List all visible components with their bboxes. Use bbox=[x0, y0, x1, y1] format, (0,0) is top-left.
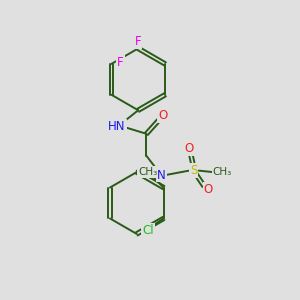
Text: O: O bbox=[204, 183, 213, 196]
Text: CH₃: CH₃ bbox=[138, 167, 158, 177]
Text: F: F bbox=[135, 35, 142, 48]
Text: HN: HN bbox=[108, 120, 126, 133]
Text: F: F bbox=[117, 56, 124, 69]
Text: O: O bbox=[158, 109, 167, 122]
Text: S: S bbox=[190, 164, 197, 177]
Text: N: N bbox=[157, 169, 166, 182]
Text: O: O bbox=[184, 142, 194, 155]
Text: CH₃: CH₃ bbox=[212, 167, 232, 177]
Text: Cl: Cl bbox=[142, 224, 154, 237]
